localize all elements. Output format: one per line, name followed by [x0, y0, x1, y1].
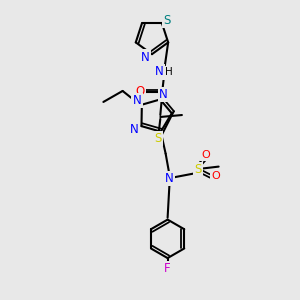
Text: O: O: [202, 150, 210, 160]
Text: O: O: [211, 171, 220, 182]
Text: H: H: [165, 67, 173, 77]
Text: N: N: [155, 65, 164, 78]
Text: N: N: [130, 123, 139, 136]
Text: S: S: [194, 163, 202, 176]
Text: N: N: [165, 172, 174, 185]
Text: N: N: [133, 94, 141, 107]
Text: N: N: [159, 88, 167, 101]
Text: O: O: [135, 85, 144, 98]
Text: F: F: [164, 262, 171, 275]
Text: N: N: [141, 51, 149, 64]
Text: S: S: [163, 14, 171, 27]
Text: S: S: [155, 132, 162, 145]
